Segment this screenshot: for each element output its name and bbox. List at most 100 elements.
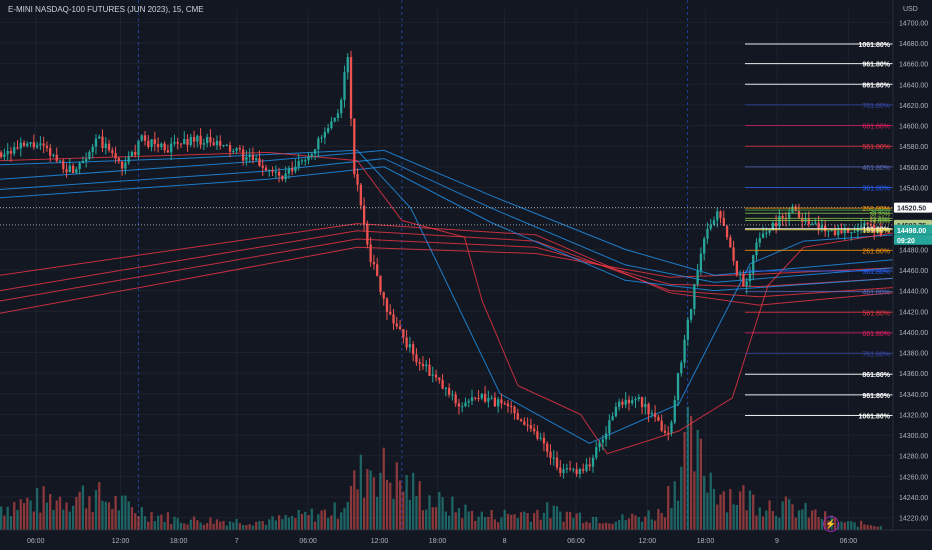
candle-body-235 bbox=[768, 230, 771, 233]
candle-body-105 bbox=[343, 72, 346, 100]
candle-body-157 bbox=[513, 406, 516, 414]
volume-bar-14 bbox=[45, 502, 49, 530]
volume-bar-249 bbox=[814, 509, 817, 530]
volume-bar-16 bbox=[52, 509, 55, 530]
lightning-icon[interactable]: ⚡ bbox=[823, 516, 839, 532]
candle-body-60 bbox=[196, 135, 199, 142]
candle-body-58 bbox=[189, 136, 192, 146]
volume-bar-21 bbox=[68, 511, 71, 530]
volume-bar-235 bbox=[768, 500, 771, 530]
candle-body-94 bbox=[307, 156, 310, 161]
candle-body-61 bbox=[199, 135, 202, 145]
fib-lower-label-8: 961.80% bbox=[862, 393, 890, 400]
candle-body-56 bbox=[183, 139, 186, 145]
volume-bar-238 bbox=[778, 517, 781, 530]
volume-bar-205 bbox=[670, 508, 673, 530]
candle-body-47 bbox=[153, 139, 156, 145]
volume-bar-128 bbox=[418, 481, 421, 530]
volume-bar-155 bbox=[506, 513, 510, 530]
candle-body-55 bbox=[179, 143, 183, 145]
candle-body-6 bbox=[19, 142, 22, 149]
candle-body-0 bbox=[0, 152, 3, 158]
volume-bar-158 bbox=[516, 518, 519, 530]
volume-bar-58 bbox=[189, 519, 192, 530]
volume-bar-95 bbox=[310, 508, 313, 530]
price-axis-bg bbox=[893, 0, 932, 550]
candle-body-211 bbox=[689, 309, 693, 320]
candle-body-64 bbox=[209, 136, 212, 143]
fib-upper-label-6: 461.80% bbox=[862, 165, 890, 172]
volume-bar-174 bbox=[568, 511, 572, 530]
volume-bar-9 bbox=[29, 500, 32, 530]
y-tick-label-19: 14600.00 bbox=[899, 124, 928, 131]
volume-bar-204 bbox=[667, 486, 670, 530]
volume-bar-203 bbox=[663, 517, 667, 530]
candle-body-36 bbox=[117, 158, 121, 162]
volume-bar-242 bbox=[791, 504, 794, 530]
candle-body-154 bbox=[503, 403, 506, 405]
volume-bar-121 bbox=[395, 462, 398, 530]
volume-bar-125 bbox=[408, 499, 412, 530]
volume-bar-189 bbox=[618, 519, 621, 530]
volume-bar-98 bbox=[320, 510, 323, 530]
volume-bar-264 bbox=[863, 524, 866, 530]
candle-body-198 bbox=[647, 403, 650, 415]
candle-body-222 bbox=[725, 226, 729, 238]
candle-body-184 bbox=[601, 439, 604, 443]
candle-body-110 bbox=[359, 184, 362, 206]
volume-bar-186 bbox=[608, 523, 611, 530]
volume-bar-142 bbox=[464, 504, 467, 530]
volume-bar-221 bbox=[722, 491, 725, 530]
volume-bar-50 bbox=[163, 521, 166, 530]
volume-bar-82 bbox=[268, 519, 271, 530]
volume-bar-8 bbox=[26, 497, 29, 530]
candle-body-10 bbox=[32, 142, 35, 148]
candle-body-215 bbox=[703, 238, 706, 254]
candle-body-146 bbox=[477, 398, 480, 400]
candle-body-120 bbox=[392, 314, 395, 324]
candle-body-84 bbox=[274, 171, 277, 173]
candle-body-204 bbox=[667, 432, 670, 434]
candle-body-114 bbox=[372, 262, 376, 265]
candle-body-141 bbox=[461, 406, 464, 408]
volume-bar-231 bbox=[755, 515, 758, 530]
volume-bar-217 bbox=[709, 472, 712, 530]
candle-body-138 bbox=[451, 394, 454, 396]
volume-bar-202 bbox=[660, 513, 663, 530]
x-tick-label-4: 06:00 bbox=[299, 538, 317, 545]
candle-body-183 bbox=[598, 442, 601, 448]
volume-bar-113 bbox=[369, 470, 372, 530]
volume-bar-240 bbox=[784, 496, 788, 530]
volume-bar-63 bbox=[206, 523, 209, 530]
volume-bar-64 bbox=[209, 517, 212, 530]
candle-body-12 bbox=[39, 143, 42, 146]
fib-lower-label-4: 561.80% bbox=[862, 310, 890, 317]
volume-bar-130 bbox=[425, 509, 428, 530]
candle-body-95 bbox=[310, 153, 313, 157]
volume-bar-168 bbox=[549, 518, 552, 530]
candle-body-108 bbox=[353, 118, 356, 175]
volume-bar-24 bbox=[78, 491, 81, 530]
volume-bar-57 bbox=[186, 524, 189, 530]
volume-bar-65 bbox=[212, 523, 215, 530]
volume-bar-47 bbox=[153, 521, 156, 530]
candle-body-214 bbox=[699, 253, 703, 271]
volume-bar-244 bbox=[797, 510, 801, 530]
price-label-0: 14520.50 bbox=[897, 206, 926, 213]
candle-body-14 bbox=[45, 145, 49, 148]
volume-bar-176 bbox=[575, 513, 578, 530]
volume-bar-119 bbox=[389, 482, 392, 530]
candle-body-143 bbox=[467, 400, 470, 403]
x-tick-label-6: 18:00 bbox=[429, 538, 447, 545]
candle-body-250 bbox=[817, 222, 820, 229]
ma-line-3 bbox=[0, 246, 894, 314]
candle-body-180 bbox=[588, 464, 591, 467]
y-tick-label-4: 14300.00 bbox=[899, 433, 928, 440]
candle-body-261 bbox=[853, 231, 856, 233]
y-tick-label-12: 14460.00 bbox=[899, 268, 928, 275]
volume-bar-4 bbox=[13, 502, 16, 530]
candle-body-130 bbox=[425, 364, 428, 367]
volume-bar-220 bbox=[719, 494, 722, 530]
candle-body-174 bbox=[568, 468, 572, 470]
